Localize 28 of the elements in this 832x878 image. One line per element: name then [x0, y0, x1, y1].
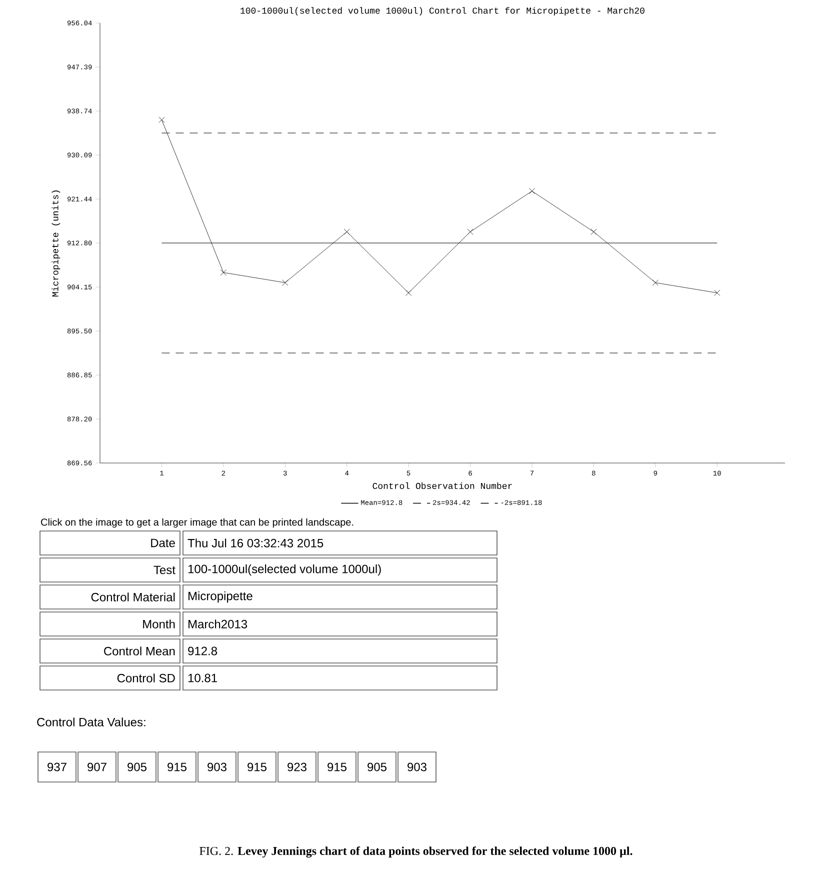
- text: 912.8: [188, 646, 218, 656]
- chart-title: 100-1000ul(selected volume 1000ul) Control Chart for Micropipette - March20: [240, 7, 644, 16]
- text: 10.81: [188, 674, 217, 682]
- text: Test: [154, 566, 176, 574]
- text: Micropipette: [188, 591, 252, 603]
- text: Control SD: [117, 674, 175, 682]
- text: 903: [208, 762, 226, 772]
- text: Control Mean: [104, 646, 175, 656]
- text: 915: [168, 762, 186, 772]
- caption: FIG. 2. Levey Jennings chart of data points observed for the selected volume 1000 µl.: [200, 846, 632, 858]
- text: Date: [151, 538, 175, 548]
- text: 905: [128, 762, 146, 772]
- text: Click on the image to get a larger image that can be printed landscape.: [41, 518, 354, 528]
- text: 903: [408, 762, 426, 772]
- text: March2013: [188, 620, 248, 628]
- text: 905: [368, 762, 386, 772]
- text: Control Material: [91, 592, 175, 602]
- text: 937: [48, 762, 66, 772]
- text: 915: [248, 762, 266, 772]
- text: Thu Jul 16 03:32:43 2015: [188, 538, 324, 548]
- text: 915: [328, 762, 346, 772]
- text: Control Data Values:: [37, 718, 146, 726]
- text: 923: [288, 762, 306, 772]
- text: 100-1000ul(selected volume 1000ul): [188, 564, 381, 576]
- text: Month: [143, 620, 175, 628]
- x-axis-title: Control Observation Number: [372, 482, 512, 490]
- text: 907: [88, 762, 106, 772]
- y-axis-title: Micropipette (units): [52, 190, 60, 296]
